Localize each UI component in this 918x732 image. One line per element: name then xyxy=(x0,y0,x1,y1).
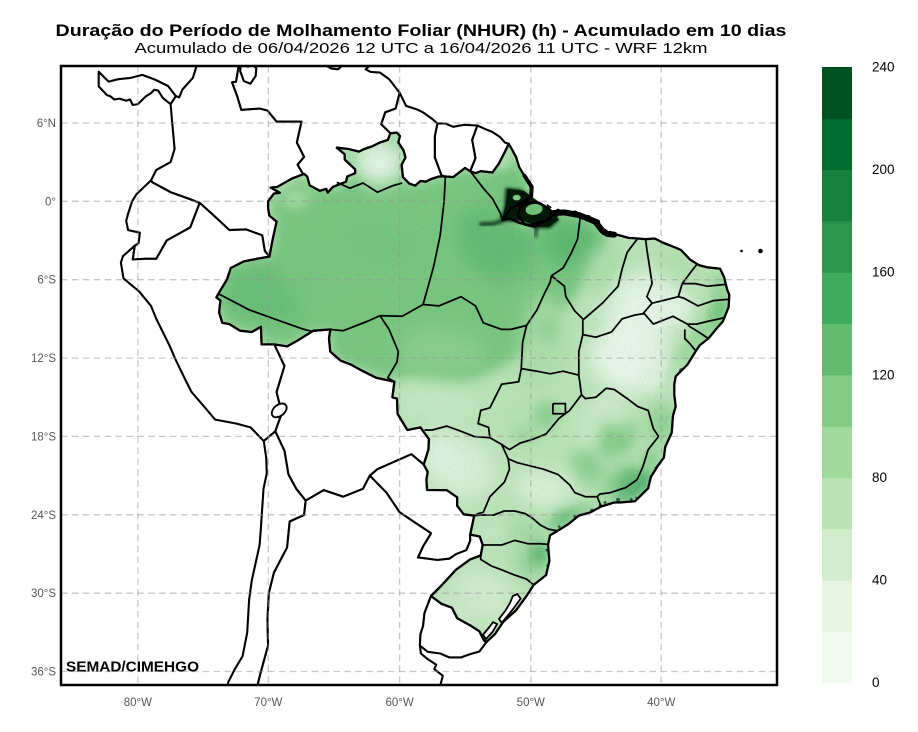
svg-text:60°W: 60°W xyxy=(385,697,413,709)
svg-text:240: 240 xyxy=(872,60,895,75)
svg-text:40°W: 40°W xyxy=(647,697,675,709)
svg-text:24°S: 24°S xyxy=(31,510,56,522)
svg-text:6°S: 6°S xyxy=(37,275,56,287)
svg-text:SEMAD/CIMEHGO: SEMAD/CIMEHGO xyxy=(66,660,199,676)
svg-text:36°S: 36°S xyxy=(31,667,56,679)
svg-text:Acumulado de 06/04/2026 12 UTC: Acumulado de 06/04/2026 12 UTC a 16/04/2… xyxy=(135,40,708,57)
svg-text:160: 160 xyxy=(872,265,895,280)
svg-text:50°W: 50°W xyxy=(517,697,545,709)
svg-text:12°S: 12°S xyxy=(31,353,56,365)
svg-text:18°S: 18°S xyxy=(31,431,56,443)
svg-text:Duração do Período de Molhamen: Duração do Período de Molhamento Foliar … xyxy=(56,22,787,40)
svg-text:6°N: 6°N xyxy=(37,118,56,130)
svg-text:200: 200 xyxy=(872,162,895,177)
svg-text:40: 40 xyxy=(872,573,887,588)
svg-text:0°: 0° xyxy=(45,196,56,208)
svg-text:80°W: 80°W xyxy=(124,697,152,709)
svg-text:120: 120 xyxy=(872,367,895,382)
svg-text:0: 0 xyxy=(872,675,880,690)
svg-text:70°W: 70°W xyxy=(254,697,282,709)
svg-text:30°S: 30°S xyxy=(31,588,56,600)
svg-text:80: 80 xyxy=(872,470,887,485)
